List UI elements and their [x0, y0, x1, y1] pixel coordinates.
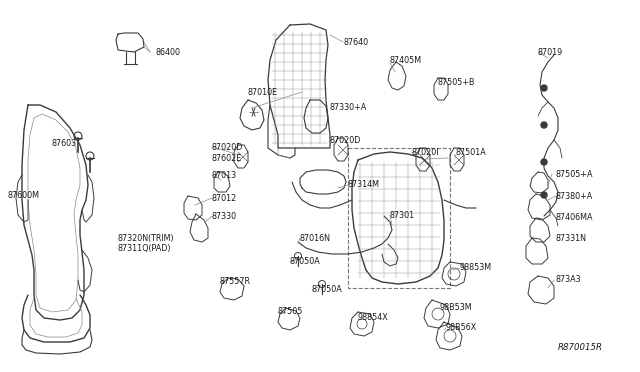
Text: 98854X: 98854X	[358, 314, 388, 323]
Text: 87013: 87013	[212, 170, 237, 180]
Text: 87640: 87640	[343, 38, 368, 46]
Text: 87320N(TRIM): 87320N(TRIM)	[118, 234, 175, 243]
Text: 87020D: 87020D	[212, 142, 243, 151]
Text: 87050A: 87050A	[312, 285, 343, 295]
Text: 98B56X: 98B56X	[446, 324, 477, 333]
Text: 87314M: 87314M	[348, 180, 380, 189]
Text: 87019: 87019	[538, 48, 563, 57]
Text: 87557R: 87557R	[220, 278, 251, 286]
Text: 86400: 86400	[155, 48, 180, 57]
Text: 87330+A: 87330+A	[330, 103, 367, 112]
Text: 87501A: 87501A	[456, 148, 487, 157]
Text: 87050A: 87050A	[290, 257, 321, 266]
Text: 87020I: 87020I	[412, 148, 440, 157]
Text: 98B53M: 98B53M	[440, 304, 472, 312]
Circle shape	[541, 159, 547, 165]
Text: 87405M: 87405M	[390, 55, 422, 64]
Text: 87331N: 87331N	[556, 234, 587, 243]
Text: 87603: 87603	[52, 138, 77, 148]
Text: 98853M: 98853M	[460, 263, 492, 273]
Text: 87505+A: 87505+A	[556, 170, 593, 179]
Text: 87505+B: 87505+B	[437, 77, 474, 87]
Circle shape	[541, 122, 547, 128]
Text: R870015R: R870015R	[558, 343, 603, 353]
Text: 87602E: 87602E	[212, 154, 243, 163]
Text: 87380+A: 87380+A	[556, 192, 593, 201]
Text: 87010E: 87010E	[248, 87, 278, 96]
Text: 87406MA: 87406MA	[556, 212, 593, 221]
Text: 87330: 87330	[212, 212, 237, 221]
Text: 873A3: 873A3	[556, 276, 582, 285]
Text: 87600M: 87600M	[8, 190, 40, 199]
Text: 87301: 87301	[390, 211, 415, 219]
Text: 87016N: 87016N	[300, 234, 331, 243]
Circle shape	[541, 192, 547, 198]
Text: 87020D: 87020D	[330, 135, 362, 144]
Text: 87012: 87012	[212, 193, 237, 202]
Text: 87505: 87505	[278, 308, 303, 317]
Circle shape	[541, 85, 547, 91]
Text: 87311Q(PAD): 87311Q(PAD)	[118, 244, 172, 253]
